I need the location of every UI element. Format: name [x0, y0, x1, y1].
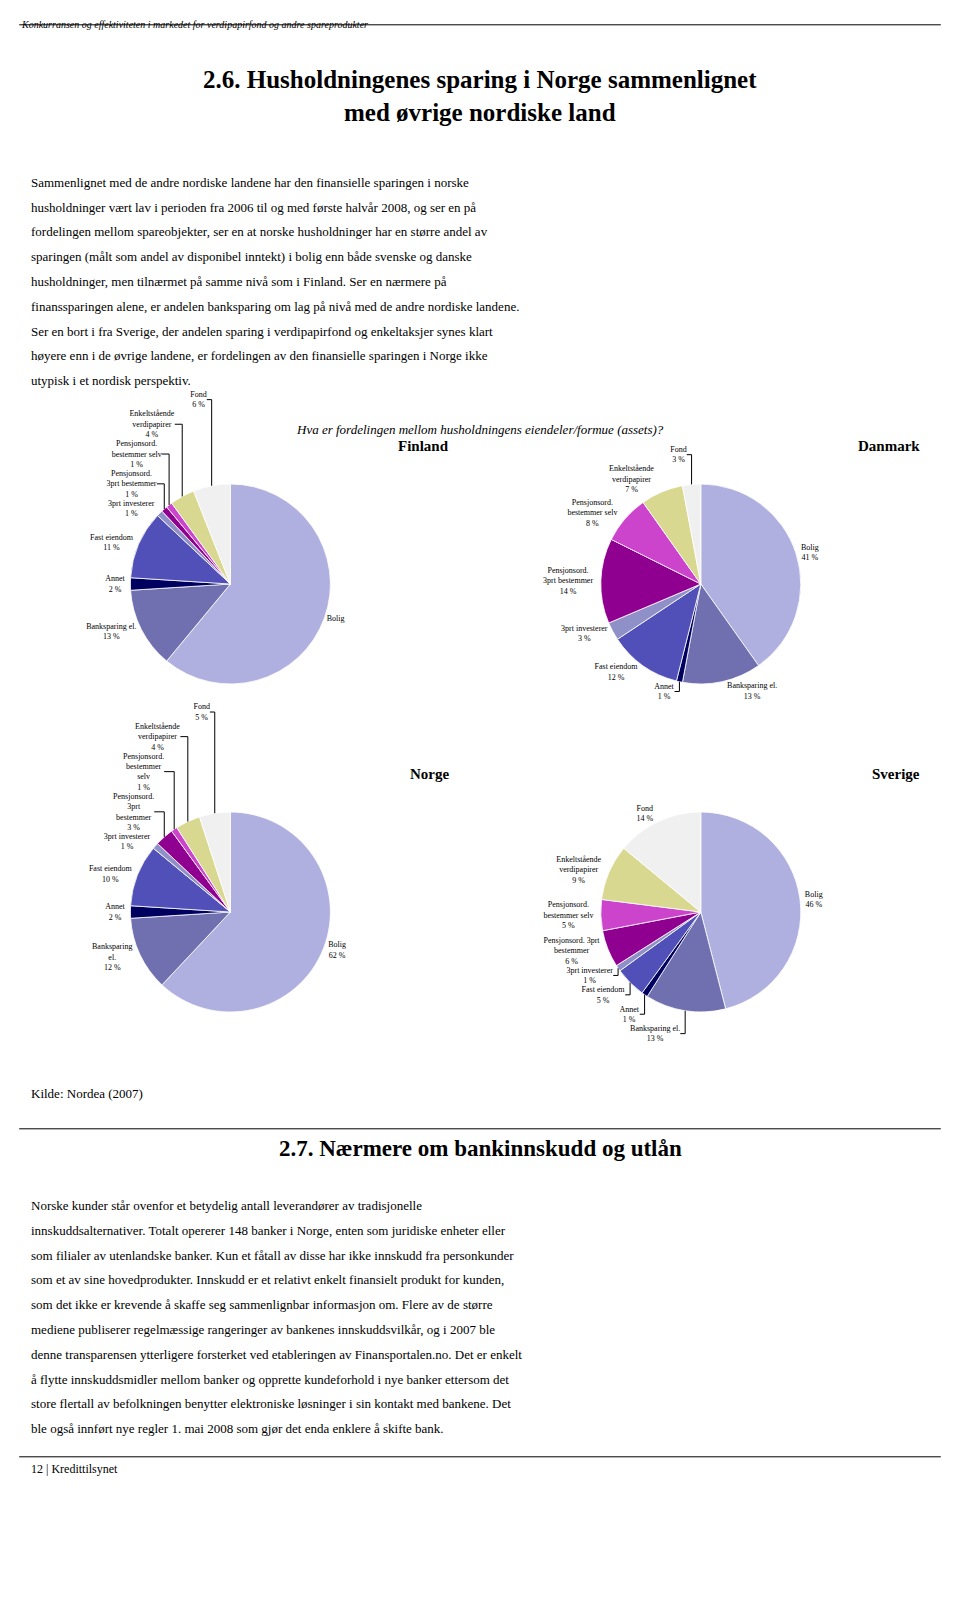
svg-text:som filialer av utenlandske ba: som filialer av utenlandske banker. Kun …: [31, 1248, 514, 1263]
svg-text:Enkeltståendeverdipapirer4 %: Enkeltståendeverdipapirer4 %: [129, 409, 174, 439]
svg-text:Norske kunder står ovenfor et: Norske kunder står ovenfor et betydelig …: [31, 1198, 422, 1213]
svg-text:Enkeltståendeverdipapirer9 %: Enkeltståendeverdipapirer9 %: [556, 855, 601, 885]
svg-text:Annet1 %: Annet1 %: [654, 682, 674, 701]
svg-text:sparingen (målt som andel av d: sparingen (målt som andel av disponibel …: [31, 249, 472, 264]
svg-text:Danmark: Danmark: [858, 438, 920, 454]
svg-text:husholdninger, men tilnærmet p: husholdninger, men tilnærmet på samme ni…: [31, 274, 447, 289]
svg-text:å flytte innskuddsmidler mello: å flytte innskuddsmidler mellom banker o…: [31, 1372, 509, 1387]
svg-text:denne transparensen ytterliger: denne transparensen ytterligere forsterk…: [31, 1347, 522, 1362]
svg-text:Sverige: Sverige: [872, 766, 920, 782]
svg-text:2.6. Husholdningenes sparing i: 2.6. Husholdningenes sparing i Norge sam…: [203, 66, 757, 126]
svg-text:Pensjonsord.bestemmer selv5 %: Pensjonsord.bestemmer selv5 %: [543, 900, 593, 930]
svg-text:Pensjonsord.3prt bestemmer14 %: Pensjonsord.3prt bestemmer14 %: [543, 566, 593, 596]
svg-text:12 | Kredittilsynet: 12 | Kredittilsynet: [31, 1462, 118, 1476]
svg-text:Bolig62 %: Bolig62 %: [328, 940, 346, 959]
svg-text:som et av sine hovedprodukter.: som et av sine hovedprodukter. Innskudd …: [31, 1272, 504, 1287]
svg-text:ble også innført nye regler 1.: ble også innført nye regler 1. mai 2008 …: [31, 1421, 444, 1436]
svg-text:Pensjonsord.bestemmer selv8 %: Pensjonsord.bestemmer selv8 %: [567, 498, 617, 528]
svg-text:Pensjonsord.3prt bestemmer1 %: Pensjonsord.3prt bestemmer1 %: [106, 469, 156, 499]
svg-text:Fast eiendom5 %: Fast eiendom5 %: [582, 985, 626, 1004]
svg-text:Bolig41 %: Bolig41 %: [801, 543, 819, 562]
svg-text:Kilde: Nordea (2007): Kilde: Nordea (2007): [31, 1086, 143, 1101]
svg-text:3prt investerer1 %: 3prt investerer1 %: [104, 832, 151, 851]
svg-text:Banksparing el.13 %: Banksparing el.13 %: [630, 1024, 680, 1043]
svg-text:Banksparingel.12 %: Banksparingel.12 %: [92, 942, 132, 972]
svg-text:husholdninger vært lav i perio: husholdninger vært lav i perioden fra 20…: [31, 200, 476, 215]
svg-text:Pensjonsord.bestemmerselv1 %: Pensjonsord.bestemmerselv1 %: [123, 752, 164, 792]
svg-text:Fast eiendom11 %: Fast eiendom11 %: [90, 533, 134, 552]
svg-text:Pensjonsord.3prtbestemmer3 %: Pensjonsord.3prtbestemmer3 %: [113, 792, 154, 832]
svg-text:Banksparing el.13 %: Banksparing el.13 %: [727, 681, 777, 700]
svg-text:innskuddsalternativer. Totalt: innskuddsalternativer. Totalt opererer 1…: [31, 1223, 506, 1238]
svg-text:fordelingen mellom spareobjekt: fordelingen mellom spareobjekter, ser en…: [31, 224, 488, 239]
svg-text:Konkurransen og effektiviteten: Konkurransen og effektiviteten i markede…: [21, 19, 368, 30]
svg-text:Finland: Finland: [398, 438, 449, 454]
svg-text:3prt investerer1 %: 3prt investerer1 %: [108, 499, 155, 518]
svg-text:3prt investerer3 %: 3prt investerer3 %: [561, 624, 608, 643]
svg-text:Enkeltståendeverdipapirer7 %: Enkeltståendeverdipapirer7 %: [609, 464, 654, 494]
svg-text:Banksparing el.13 %: Banksparing el.13 %: [86, 622, 136, 641]
svg-text:Fond5 %: Fond5 %: [193, 702, 209, 721]
svg-text:høyere enn i de øvrige landene: høyere enn i de øvrige landene, er forde…: [31, 348, 488, 363]
svg-text:3prt investerer1 %: 3prt investerer1 %: [566, 966, 613, 985]
svg-text:Annet1 %: Annet1 %: [619, 1005, 639, 1024]
svg-text:Fond6 %: Fond6 %: [190, 390, 206, 409]
svg-text:store flertall av befolkningen: store flertall av befolkningen benytter …: [31, 1396, 511, 1411]
svg-text:Norge: Norge: [410, 766, 449, 782]
svg-text:Ser en bort i fra Sverige, der: Ser en bort i fra Sverige, der andelen s…: [31, 324, 493, 339]
svg-text:Pensjonsord. 3prtbestemmer6 %: Pensjonsord. 3prtbestemmer6 %: [544, 936, 601, 966]
svg-text:som det ikke er krevende å ska: som det ikke er krevende å skaffe seg sa…: [31, 1297, 493, 1312]
svg-text:Fond3 %: Fond3 %: [670, 445, 686, 464]
svg-text:Annet2 %: Annet2 %: [105, 902, 125, 921]
svg-text:mediene publiserer regelmæssig: mediene publiserer regelmæssige rangerin…: [31, 1322, 495, 1337]
svg-text:Fast eiendom10 %: Fast eiendom10 %: [89, 864, 133, 883]
svg-text:Fond14 %: Fond14 %: [636, 804, 653, 823]
svg-text:utypisk i et nordisk perspekti: utypisk i et nordisk perspektiv.: [31, 373, 191, 388]
svg-text:Pensjonsord.bestemmer selv1 %: Pensjonsord.bestemmer selv1 %: [112, 439, 162, 469]
svg-text:2.7. Nærmere om bankinnskudd o: 2.7. Nærmere om bankinnskudd og utlån: [279, 1136, 682, 1161]
svg-text:Annet2 %: Annet2 %: [105, 574, 125, 593]
svg-text:finanssparingen alene, er ande: finanssparingen alene, er andelen banksp…: [31, 299, 519, 314]
svg-text:Bolig: Bolig: [327, 614, 345, 623]
svg-text:Bolig46 %: Bolig46 %: [805, 890, 823, 909]
svg-text:Sammenlignet med de andre nord: Sammenlignet med de andre nordiske lande…: [31, 175, 469, 190]
svg-text:Enkeltståendeverdipapirer4 %: Enkeltståendeverdipapirer4 %: [135, 722, 180, 752]
svg-text:Hva er fordelingen mellom hush: Hva er fordelingen mellom husholdningens…: [296, 422, 664, 437]
svg-text:Fast eiendom12 %: Fast eiendom12 %: [595, 662, 639, 681]
